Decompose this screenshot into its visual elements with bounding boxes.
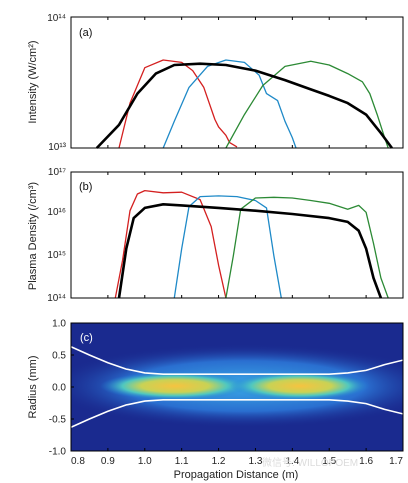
panel-c-heatmap — [71, 344, 403, 429]
panel-c-x-tick-label: 1.3 — [248, 456, 262, 467]
panel-c-y-tick-label: 0.5 — [52, 351, 66, 362]
panel-b-frame — [70, 171, 404, 299]
heatmap-core-left — [100, 372, 250, 400]
panel-b-y-tick-1e16: 10¹⁶ — [47, 207, 66, 218]
panel-c-x-tick-label: 1.2 — [212, 456, 226, 467]
panel-c: (c) Radius (mm) -1.0 -0.5 0.0 0.5 1.0 0.8 0.9… — [27, 319, 404, 481]
panel-a: (a) Intensity (W/cm²) 10¹³ 10¹⁴ — [27, 13, 404, 153]
boundary-lower-line — [71, 398, 403, 429]
boundary-upper-line — [71, 345, 403, 376]
panel-a-y-tick-1e14: 10¹⁴ — [47, 13, 66, 24]
panel-b-y-axis-label: Plasma Density (/cm³) — [27, 182, 39, 290]
panel-b-series-1-line — [173, 195, 282, 299]
panel-c-x-tick-label: 1.7 — [389, 456, 403, 467]
panel-c-y-tick-label: 0.0 — [52, 383, 66, 394]
panel-b-label: (b) — [79, 181, 92, 193]
panel-c-x-tick-label: 1.4 — [285, 456, 299, 467]
panel-c-x-tick-label: 0.9 — [101, 456, 115, 467]
panel-a-series-1-line — [162, 59, 297, 149]
panel-a-series-3-line — [95, 62, 393, 149]
panel-b-y-tick-1e14: 10¹⁴ — [47, 293, 66, 304]
panel-b-plot-area — [70, 172, 404, 299]
panel-a-plot-area — [70, 17, 404, 149]
panel-c-y-ticks: -1.0 -0.5 0.0 0.5 1.0 — [49, 319, 74, 458]
panel-a-y-tick-1e13: 10¹³ — [48, 142, 66, 153]
panel-c-boundary — [71, 345, 403, 429]
panel-b-y-tick-1e17: 10¹⁷ — [48, 167, 66, 178]
panel-a-series-2-line — [225, 60, 389, 149]
panel-a-y-axis-label: Intensity (W/cm²) — [27, 40, 39, 123]
panel-c-y-tick-label: 1.0 — [52, 319, 66, 330]
panel-b-series-3-line — [117, 203, 383, 299]
panel-c-frame — [70, 322, 404, 452]
panel-b: (b) Plasma Density (/cm³) 10¹⁴ 10¹⁵ 10¹⁶… — [27, 167, 404, 304]
panel-b-series-2-line — [225, 196, 389, 299]
panel-c-label: (c) — [80, 332, 93, 344]
panel-c-x-axis-label: Propagation Distance (m) — [174, 469, 299, 481]
panel-b-y-tick-1e15: 10¹⁵ — [47, 250, 66, 261]
panel-c-x-tick-label: 1.1 — [175, 456, 189, 467]
panel-c-x-tick-label: 1.6 — [359, 456, 373, 467]
watermark: 微信号: WILLOPOEM — [262, 456, 358, 469]
panel-c-x-tick-label: 1.0 — [138, 456, 152, 467]
heatmap-core-right — [230, 372, 370, 400]
panel-c-x-ticks: 0.8 0.9 1.0 1.1 1.2 1.3 1.4 1.5 1.6 1.7 — [70, 448, 404, 467]
panel-b-series-0-line — [114, 189, 227, 299]
panel-c-x-tick-label: 0.8 — [71, 456, 85, 467]
panel-c-y-tick-label: -0.5 — [49, 415, 67, 426]
panel-a-label: (a) — [79, 27, 92, 39]
panel-c-y-axis-label: Radius (mm) — [27, 356, 39, 419]
panel-a-frame — [70, 16, 404, 149]
panel-c-x-tick-label: 1.5 — [322, 456, 336, 467]
panel-a-series-0-line — [118, 59, 238, 149]
panel-c-y-tick-label: -1.0 — [49, 447, 67, 458]
